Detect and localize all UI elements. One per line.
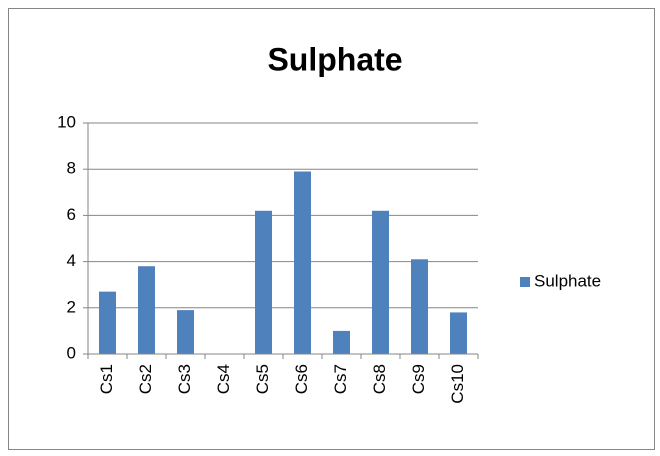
bar xyxy=(450,312,467,354)
bar xyxy=(372,210,389,354)
y-tick-label: 0 xyxy=(67,343,76,362)
legend-swatch xyxy=(520,277,530,287)
x-tick-label: Cs7 xyxy=(331,364,350,394)
x-tick-label: Cs6 xyxy=(292,364,311,394)
bar xyxy=(411,259,428,354)
legend-label: Sulphate xyxy=(534,271,601,290)
bar xyxy=(177,310,194,354)
bar xyxy=(138,266,155,354)
bar xyxy=(333,330,350,354)
bar xyxy=(99,291,116,354)
x-tick-label: Cs2 xyxy=(136,364,155,394)
chart-title: Sulphate xyxy=(267,41,402,77)
x-tick-label: Cs8 xyxy=(370,364,389,394)
bar xyxy=(294,171,311,354)
x-tick-label: Cs5 xyxy=(253,364,272,394)
x-tick-label: Cs10 xyxy=(448,364,467,404)
chart-border xyxy=(8,8,655,450)
x-tick-label: Cs9 xyxy=(409,364,428,394)
bar xyxy=(255,210,272,354)
y-tick-label: 10 xyxy=(57,112,76,131)
y-tick-label: 4 xyxy=(67,251,76,270)
x-tick-label: Cs1 xyxy=(97,364,116,394)
x-tick-label: Cs4 xyxy=(214,364,233,394)
x-tick-label: Cs3 xyxy=(175,364,194,394)
y-tick-label: 8 xyxy=(67,159,76,178)
y-tick-label: 2 xyxy=(67,297,76,316)
y-tick-label: 6 xyxy=(67,205,76,224)
